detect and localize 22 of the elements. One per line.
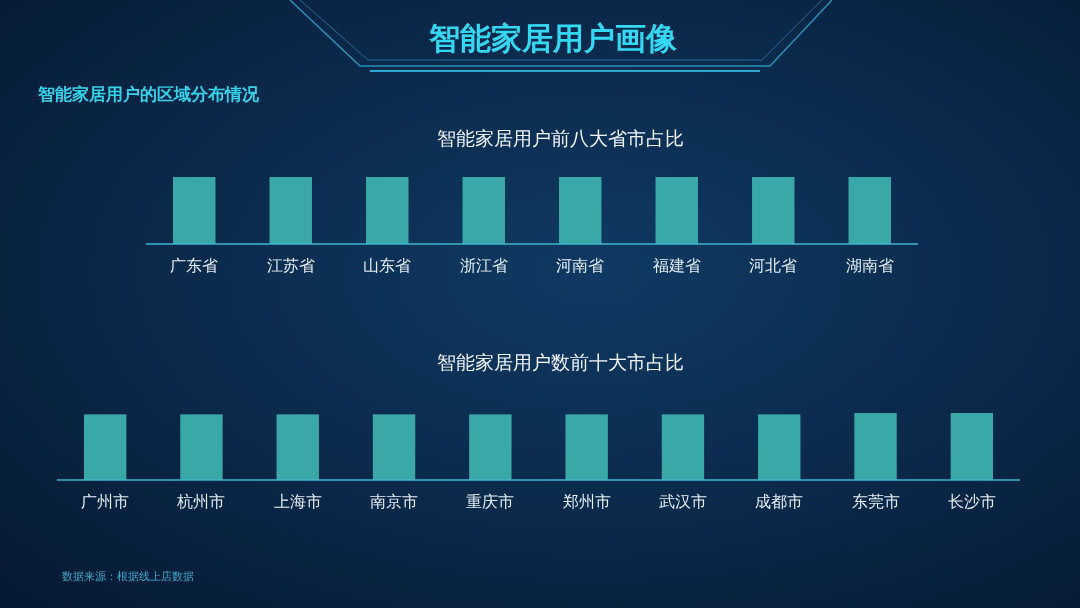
- x-tick-label: 成都市: [755, 492, 804, 511]
- chart-title: 智能家居用户前八大省市占比: [436, 127, 684, 149]
- x-tick-label: 浙江省: [459, 256, 508, 275]
- x-tick-label: 武汉市: [658, 492, 707, 511]
- x-tick-label: 福建省: [652, 256, 701, 275]
- x-tick-label: 郑州市: [562, 492, 611, 511]
- x-tick-label: 广东省: [170, 256, 219, 275]
- x-tick-label: 河北省: [749, 256, 798, 275]
- chart-title: 智能家居用户数前十大市占比: [436, 351, 684, 373]
- x-tick-label: 重庆市: [466, 492, 515, 511]
- x-tick-label: 江苏省: [266, 256, 315, 275]
- x-tick-label: 湖南省: [845, 256, 894, 275]
- x-tick-label: 山东省: [363, 256, 412, 275]
- x-tick-label: 广州市: [81, 492, 130, 511]
- x-tick-label: 东莞市: [851, 492, 900, 511]
- x-tick-label: 南京市: [370, 492, 419, 511]
- source-note: 数据来源：根据线上店数据: [62, 570, 194, 583]
- x-tick-label: 长沙市: [947, 492, 996, 511]
- x-tick-label: 杭州市: [176, 492, 226, 511]
- x-tick-label: 河南省: [556, 256, 605, 275]
- text: 智能家居用户的区域分布情况: [37, 84, 260, 104]
- x-tick-label: 上海市: [273, 492, 322, 511]
